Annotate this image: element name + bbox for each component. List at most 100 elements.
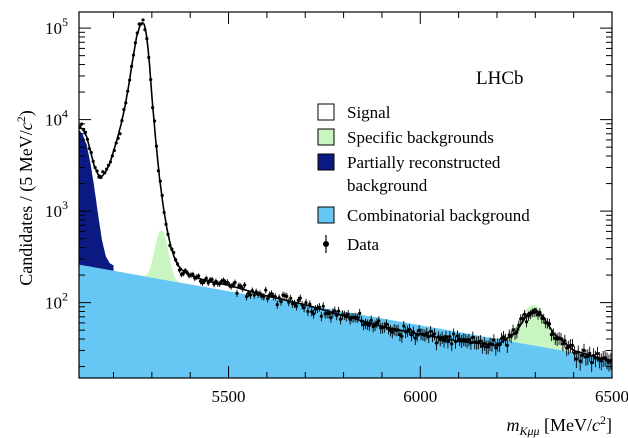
y-axis-title-close: ): [16, 110, 37, 116]
data-point: [181, 272, 185, 276]
data-point: [429, 329, 433, 333]
data-point: [455, 334, 460, 338]
data-point: [384, 322, 389, 326]
data-point: [329, 316, 333, 320]
data-point: [285, 294, 289, 298]
legend-item: Signal: [317, 103, 391, 122]
legend-label: Specific backgrounds: [347, 128, 494, 147]
data-point: [471, 335, 475, 339]
data-point: [346, 312, 350, 316]
partially-reconstructed-area: [79, 129, 114, 271]
y-tick-label: 103: [45, 198, 68, 221]
data-point: [210, 278, 214, 282]
legend-swatch: [317, 153, 335, 171]
data-point: [578, 359, 582, 363]
data-point: [452, 332, 456, 336]
data-point: [413, 336, 417, 340]
data-point: [367, 323, 371, 327]
data-point: [442, 339, 446, 343]
data-point: [407, 327, 412, 331]
specific-backgrounds-area: [79, 230, 612, 360]
data-point: [333, 309, 337, 313]
data-point: [501, 335, 506, 339]
data-point: [494, 346, 498, 350]
legend-label: Partially reconstructed: [347, 153, 501, 172]
data-point: [358, 311, 362, 315]
data-point: [304, 300, 308, 305]
data-point: [417, 328, 421, 332]
total-fit: [79, 22, 612, 362]
legend-swatch: [317, 206, 335, 224]
data-point: [402, 324, 406, 328]
plot-frame: [78, 11, 613, 379]
x-axis-title-c: c: [592, 415, 600, 435]
data-point: [524, 320, 529, 324]
fit-components: [79, 129, 612, 378]
data-point: [141, 18, 145, 22]
y-axis-title-exp: 2: [14, 116, 28, 122]
data-point: [595, 351, 600, 356]
y-tick-label: 104: [45, 107, 68, 130]
x-axis-title-m: m: [506, 415, 519, 435]
legend-item: Data: [323, 235, 380, 254]
data-point: [239, 284, 243, 288]
legend-swatch: [317, 103, 335, 121]
data-point: [310, 310, 314, 314]
data-point: [505, 343, 509, 348]
data-point: [279, 299, 283, 304]
data-point: [425, 331, 429, 335]
data-point: [252, 293, 256, 297]
data-point: [302, 306, 306, 310]
data-point: [369, 318, 373, 322]
data-point: [248, 293, 253, 297]
data-point: [221, 278, 226, 282]
data-point: [582, 348, 586, 352]
legend-item: Partially reconstructed background: [317, 153, 501, 195]
x-tick-label: 6500: [595, 387, 628, 406]
legend-label: Combinatorial background: [347, 206, 530, 225]
x-axis-title: mKμμ [MeV/c2]: [506, 413, 612, 438]
data-point: [233, 280, 237, 285]
x-tick-label: 5500: [212, 387, 246, 406]
legend-marker: [323, 241, 329, 247]
legend: Signal Specific backgrounds Partially reco…: [317, 103, 530, 254]
data-point: [572, 351, 577, 355]
data-point: [266, 296, 270, 301]
data-point: [298, 296, 302, 300]
data-point: [409, 333, 414, 337]
data-point: [269, 292, 274, 296]
x-axis-title-unit: [MeV/: [540, 415, 593, 435]
svg-text:Candidates / (5 MeV/c2): Candidates / (5 MeV/c2): [14, 110, 37, 285]
data-point: [225, 280, 229, 284]
data-point: [599, 359, 603, 363]
data-point: [327, 312, 331, 316]
y-axis-title-c: c: [16, 122, 36, 130]
y-tick-label: 102: [45, 290, 68, 313]
data-point: [580, 353, 584, 357]
data-point: [446, 339, 450, 343]
data-point: [244, 294, 249, 299]
data-point: [294, 304, 299, 308]
x-tick-label: 6000: [403, 387, 437, 406]
data-point: [204, 276, 208, 281]
combinatorial-background-area: [79, 264, 612, 378]
data-point: [432, 332, 437, 336]
legend-item: Specific backgrounds: [317, 128, 494, 147]
data-point: [448, 335, 452, 339]
data-point: [480, 344, 484, 348]
data-point: [319, 314, 323, 318]
axes: 5500 6000 6500 102 103 104 105: [45, 12, 628, 406]
x-axis-title-sub: Kμμ: [518, 424, 539, 438]
data-point: [321, 304, 325, 308]
legend-item: Combinatorial background: [317, 206, 530, 225]
total-fit-line: [79, 22, 612, 362]
data-point: [590, 361, 594, 365]
data-point: [338, 317, 343, 321]
data-point: [296, 298, 300, 303]
x-axis-title-close: ]: [606, 415, 612, 435]
data-point: [492, 338, 496, 342]
data-point: [570, 343, 575, 347]
data-point: [336, 309, 341, 313]
